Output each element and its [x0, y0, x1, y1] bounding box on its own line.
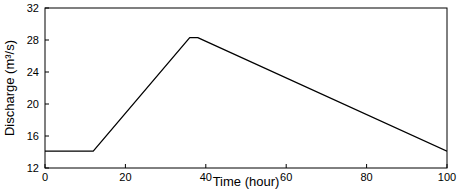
discharge-line: [45, 38, 447, 152]
x-tick: [125, 164, 126, 168]
y-tick: [45, 72, 49, 73]
y-tick-label: 12: [27, 162, 39, 174]
y-tick-label: 24: [27, 66, 39, 78]
x-tick: [286, 164, 287, 168]
plot-frame: [45, 8, 447, 168]
y-tick-label: 28: [27, 34, 39, 46]
x-tick-label: 80: [360, 171, 372, 183]
plot-area: [45, 38, 447, 152]
y-tick: [45, 136, 49, 137]
x-tick-label: 0: [42, 171, 48, 183]
y-tick: [45, 8, 49, 9]
y-tick: [45, 104, 49, 105]
x-tick-label: 60: [280, 171, 292, 183]
y-axis-label: Discharge (m³/s): [2, 40, 17, 136]
x-tick: [205, 164, 206, 168]
y-tick: [45, 168, 49, 169]
x-tick: [45, 164, 46, 168]
x-tick-label: 40: [200, 171, 212, 183]
x-tick: [366, 164, 367, 168]
y-tick-label: 20: [27, 98, 39, 110]
y-tick-label: 32: [27, 2, 39, 14]
chart-container: 0 20 40 60 80 100 12 16 20 24 28 32 Time (hour) Disch…: [0, 0, 465, 190]
y-tick-label: 16: [27, 130, 39, 142]
x-tick-label: 20: [119, 171, 131, 183]
x-axis-label: Time (hour): [213, 174, 280, 189]
x-tick: [447, 164, 448, 168]
y-tick: [45, 40, 49, 41]
x-tick-label: 100: [438, 171, 456, 183]
chart-svg: 0 20 40 60 80 100 12 16 20 24 28 32 Time (hour) Disch…: [0, 0, 465, 190]
